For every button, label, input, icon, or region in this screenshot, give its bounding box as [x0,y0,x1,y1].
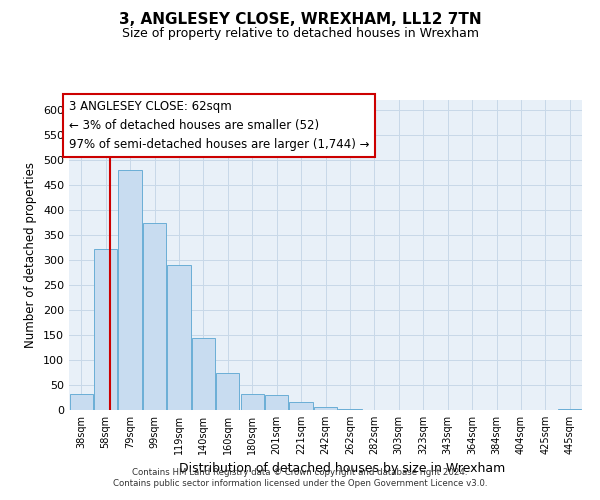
Bar [167,265,191,410]
Bar [265,395,288,410]
Text: 3, ANGLESEY CLOSE, WREXHAM, LL12 7TN: 3, ANGLESEY CLOSE, WREXHAM, LL12 7TN [119,12,481,28]
Bar [289,402,313,410]
Bar [241,394,264,410]
Text: Contains HM Land Registry data © Crown copyright and database right 2024.
Contai: Contains HM Land Registry data © Crown c… [113,468,487,487]
Bar [70,394,93,410]
Bar [143,223,166,410]
Bar [192,338,215,410]
Bar [558,408,581,410]
Text: Distribution of detached houses by size in Wrexham: Distribution of detached houses by size … [179,462,505,475]
Text: Size of property relative to detached houses in Wrexham: Size of property relative to detached ho… [121,28,479,40]
Bar [338,409,362,410]
Bar [94,249,117,410]
Bar [314,406,337,410]
Y-axis label: Number of detached properties: Number of detached properties [25,162,37,348]
Bar [118,170,142,410]
Bar [216,372,239,410]
Text: 3 ANGLESEY CLOSE: 62sqm
← 3% of detached houses are smaller (52)
97% of semi-det: 3 ANGLESEY CLOSE: 62sqm ← 3% of detached… [69,100,370,151]
